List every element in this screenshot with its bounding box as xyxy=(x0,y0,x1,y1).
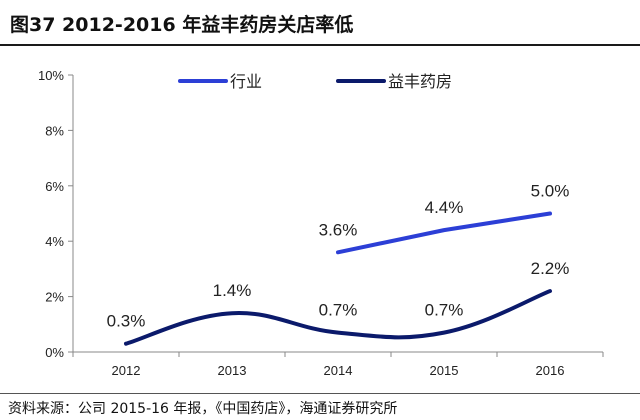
data-label: 4.4% xyxy=(425,198,464,217)
data-label: 0.7% xyxy=(319,301,358,320)
page-title: 图37 2012-2016 年益丰药房关店率低 xyxy=(10,14,354,36)
y-tick-label: 2% xyxy=(45,290,64,305)
legend-label: 益丰药房 xyxy=(388,72,452,91)
series-line-yifeng xyxy=(124,289,552,346)
x-tick-label: 2016 xyxy=(536,363,565,378)
data-label: 0.7% xyxy=(425,301,464,320)
y-tick-label: 10% xyxy=(38,68,64,83)
x-tick-label: 2015 xyxy=(430,363,459,378)
data-label: 5.0% xyxy=(531,182,570,201)
x-tick-label: 2012 xyxy=(112,363,141,378)
data-label: 1.4% xyxy=(213,281,252,300)
y-tick-label: 4% xyxy=(45,234,64,249)
title-bar: 图37 2012-2016 年益丰药房关店率低 xyxy=(0,0,640,44)
title-divider xyxy=(0,44,640,46)
y-tick-label: 0% xyxy=(45,345,64,360)
legend-label: 行业 xyxy=(230,72,262,91)
series-line-industry xyxy=(336,211,552,255)
source-divider xyxy=(0,393,640,394)
x-tick-label: 2014 xyxy=(324,363,353,378)
data-label: 2.2% xyxy=(531,259,570,278)
y-tick-label: 8% xyxy=(45,123,64,138)
y-tick-label: 6% xyxy=(45,179,64,194)
data-label: 3.6% xyxy=(319,220,358,239)
x-tick-label: 2013 xyxy=(218,363,247,378)
source-note: 资料来源：公司 2015-16 年报，《中国药店》，海通证券研究所 xyxy=(8,401,398,417)
data-label: 0.3% xyxy=(107,312,146,331)
